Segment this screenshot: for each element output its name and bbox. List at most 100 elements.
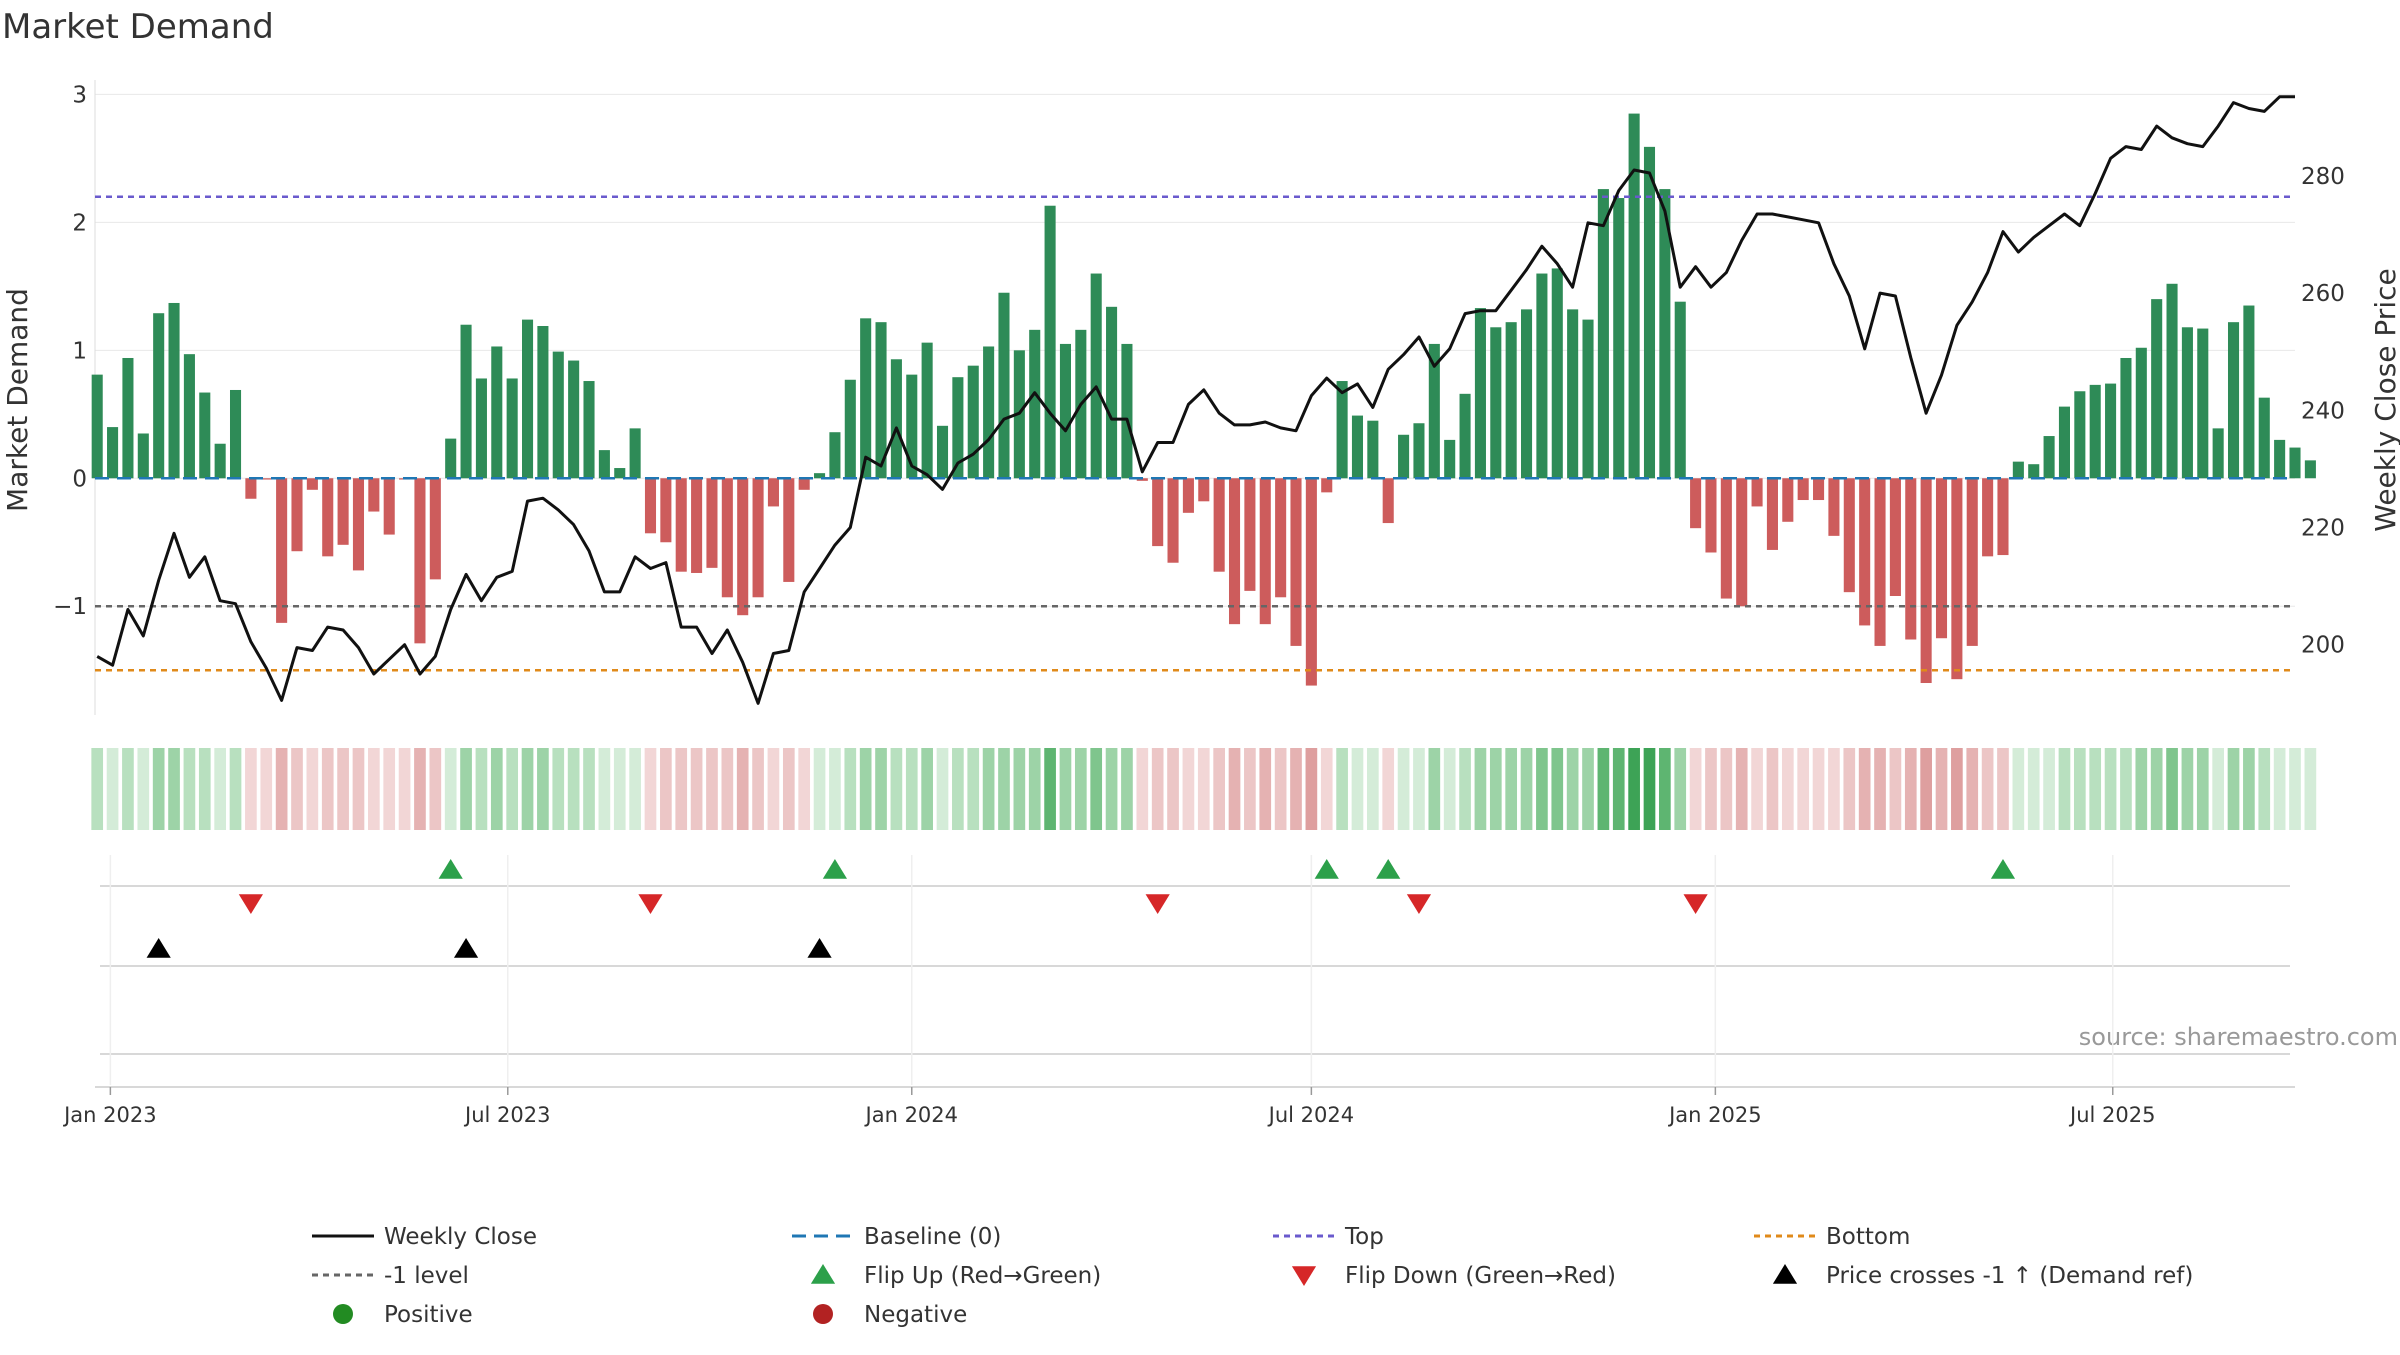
heatmap-cell	[1720, 748, 1733, 830]
legend-item: Top	[1273, 1224, 1384, 1250]
heatmap-cell	[1228, 748, 1241, 830]
demand-bar	[2227, 322, 2240, 479]
demand-bar	[783, 478, 795, 582]
heatmap-cell	[2289, 748, 2301, 830]
demand-bar	[767, 478, 779, 507]
demand-bar	[1935, 478, 1948, 639]
demand-bar	[829, 432, 841, 479]
main-plot-area: 3 2 1 0 −1 280 260 240 220 200	[53, 80, 2345, 715]
heatmap-cell	[198, 748, 211, 830]
demand-bar	[414, 478, 426, 644]
heatmap-cell	[1659, 748, 1671, 830]
heatmap-cell	[936, 748, 949, 830]
heatmap-cell	[798, 748, 811, 830]
flip-up-marker	[1990, 859, 2016, 879]
heatmap-cell	[2258, 748, 2271, 830]
demand-bar	[522, 319, 534, 479]
legend-swatch	[813, 1304, 833, 1324]
legend-item: -1 level	[312, 1263, 469, 1289]
demand-bar	[291, 478, 303, 552]
legend-swatch	[1291, 1266, 1317, 1286]
heatmap-cell	[352, 748, 365, 830]
heatmap-cell	[767, 748, 780, 830]
demand-bar	[1167, 478, 1179, 563]
demand-bar	[1859, 478, 1871, 626]
legend-label: Flip Up (Red→Green)	[864, 1263, 1101, 1289]
heatmap-cell	[183, 748, 196, 830]
flip-down-marker	[1683, 894, 1708, 914]
demand-bar	[1213, 478, 1225, 572]
heatmap-cell	[2012, 748, 2025, 830]
legend-label: Positive	[384, 1302, 473, 1328]
demand-bar	[1059, 343, 1071, 479]
demand-bar	[491, 346, 503, 479]
heatmap-cell	[644, 748, 657, 830]
flip-up-marker	[438, 859, 463, 879]
heatmap-cell	[1244, 748, 1256, 830]
demand-bar	[660, 478, 672, 543]
heatmap-cell	[1474, 748, 1487, 830]
demand-bar	[890, 359, 902, 479]
heatmap-cell	[260, 748, 273, 830]
legend-label: Bottom	[1826, 1224, 1910, 1250]
demand-bar	[1536, 273, 1548, 479]
heatmap-cell	[2058, 748, 2071, 830]
demand-bar	[2043, 436, 2055, 479]
demand-bar	[644, 478, 657, 534]
x-axis: Jan 2023 Jul 2023 Jan 2024 Jul 2024 Jan 2025…	[62, 1087, 2155, 1127]
demand-bar	[506, 378, 518, 479]
legend-label: Top	[1344, 1224, 1384, 1250]
price-cross-marker	[146, 938, 171, 958]
flip-down-marker	[238, 894, 263, 914]
heatmap-cell	[1136, 748, 1149, 830]
demand-bar	[691, 478, 703, 573]
heatmap-cell	[429, 748, 442, 830]
demand-bar	[1413, 423, 1425, 479]
demand-bar	[1982, 478, 1994, 557]
flip-down-marker	[1406, 894, 1432, 914]
heatmap-cell	[706, 748, 718, 830]
heatmap-cell	[982, 748, 995, 830]
heatmap-cell	[460, 748, 472, 830]
heatmap-cell	[1689, 748, 1702, 830]
heatmap-cell	[1981, 748, 1994, 830]
demand-bar	[1152, 478, 1164, 547]
legend-label: Price crosses -1 ↑ (Demand ref)	[1826, 1263, 2193, 1289]
demand-bar	[1643, 146, 1656, 479]
demand-bar	[445, 438, 457, 479]
heatmap-cell	[660, 748, 672, 830]
heatmap-strip	[91, 748, 2317, 830]
heatmap-cell	[1259, 748, 1272, 830]
heatmap-cell	[875, 748, 887, 830]
heatmap-cell	[952, 748, 964, 830]
heatmap-cell	[598, 748, 611, 830]
demand-bar	[368, 478, 380, 512]
heatmap-cell	[1797, 748, 1810, 830]
legend: Weekly Close Baseline (0) Top Bottom -1 leve…	[312, 1224, 2193, 1328]
legend-item: Negative	[813, 1302, 967, 1328]
demand-bar	[2197, 328, 2209, 479]
weekly-close-line	[96, 95, 2295, 705]
heatmap-cell	[1781, 748, 1794, 830]
heatmap-cell	[2089, 748, 2102, 830]
heatmap-cell	[2073, 748, 2086, 830]
heatmap-cell	[1382, 748, 1395, 830]
demand-bar	[568, 360, 580, 479]
heatmap-cell	[245, 748, 257, 830]
heatmap-cell	[1351, 748, 1364, 830]
heatmap-cell	[321, 748, 334, 830]
demand-bar	[1997, 478, 2009, 556]
heatmap-cell	[1935, 748, 1948, 830]
x-tick-label: Jan 2025	[1667, 1103, 1762, 1127]
heatmap-cell	[690, 748, 703, 830]
y2-tick-label: 220	[2301, 515, 2345, 541]
heatmap-cell	[1674, 748, 1687, 830]
demand-bar	[1951, 478, 1963, 680]
demand-bar	[1290, 478, 1302, 646]
demand-bar	[429, 478, 441, 580]
x-tick-label: Jul 2024	[1267, 1103, 1354, 1127]
heatmap-cell	[583, 748, 595, 830]
source-credit: source: sharemaestro.com	[2079, 1023, 2398, 1051]
